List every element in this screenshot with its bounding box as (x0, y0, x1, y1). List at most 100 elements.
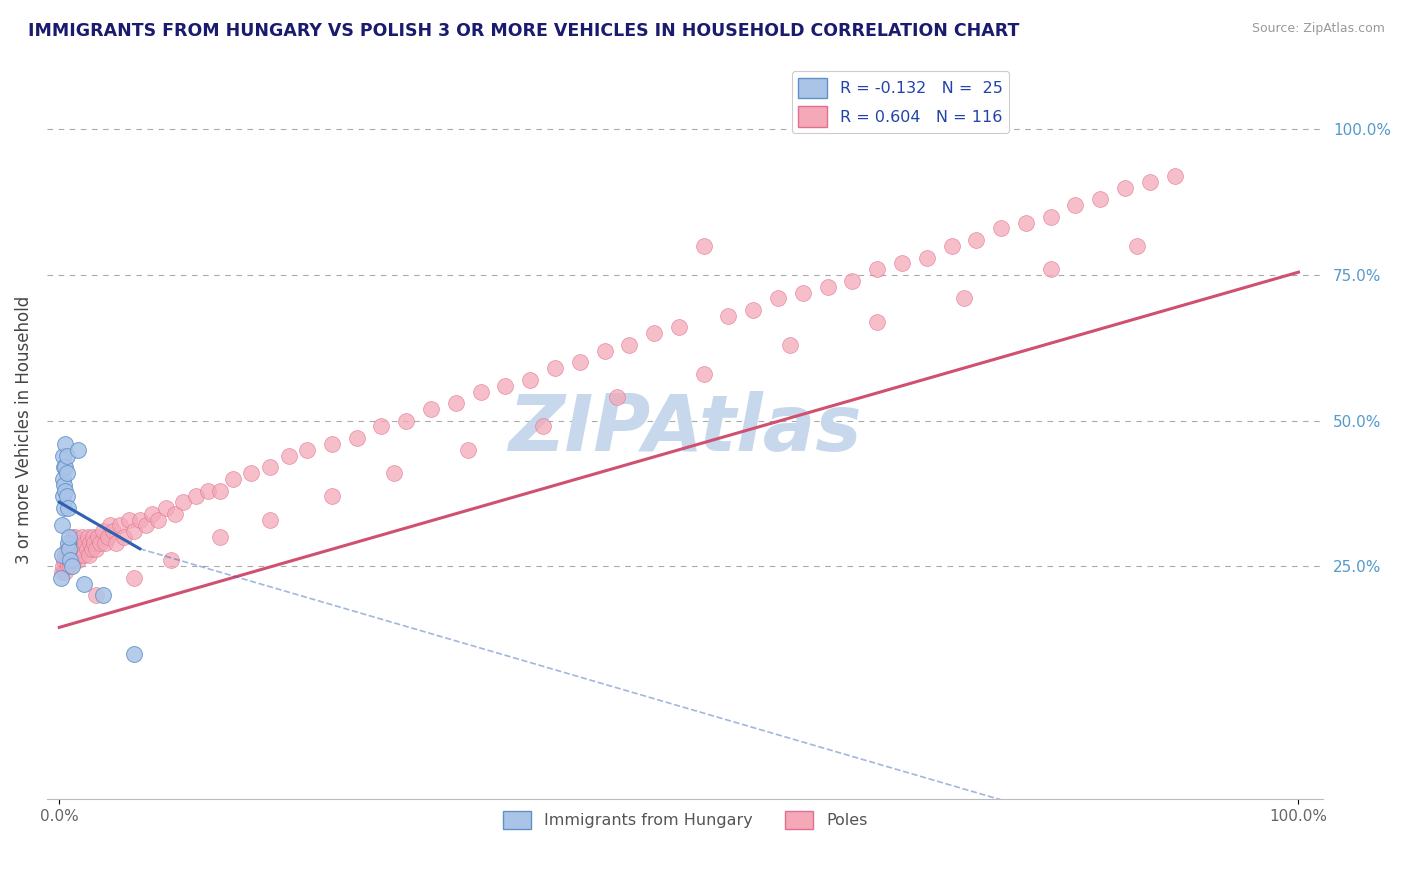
Point (141, 507, 163, 521)
Point (717, 309, 740, 323)
Point (51, 518, 73, 533)
Point (742, 303, 765, 318)
Point (890, 256, 912, 270)
Point (105, 536, 128, 550)
Point (89, 536, 111, 550)
Point (568, 355, 591, 369)
Point (866, 262, 889, 277)
Point (277, 449, 299, 463)
Point (370, 419, 392, 434)
Point (60, 559, 83, 574)
Point (346, 431, 368, 445)
Point (52, 559, 75, 574)
Point (259, 513, 281, 527)
Point (1039, 262, 1062, 277)
Point (97, 530, 120, 544)
Point (69, 541, 91, 556)
Point (295, 442, 318, 457)
Point (259, 460, 281, 475)
Point (941, 239, 963, 253)
Point (321, 437, 343, 451)
Point (58, 541, 80, 556)
Point (66, 541, 89, 556)
Point (55, 489, 77, 503)
Point (108, 518, 131, 533)
Point (792, 285, 814, 300)
Point (619, 338, 641, 352)
Point (643, 326, 665, 341)
Point (86, 530, 108, 544)
Point (55, 466, 77, 480)
Point (122, 571, 145, 585)
Point (58, 553, 80, 567)
Point (73, 548, 96, 562)
Point (79, 536, 101, 550)
Point (83, 536, 105, 550)
Point (91, 524, 114, 539)
Point (148, 513, 170, 527)
Point (55, 449, 77, 463)
Point (163, 507, 186, 521)
Point (76, 530, 98, 544)
Point (55, 565, 77, 579)
Point (52, 472, 75, 486)
Point (155, 501, 177, 516)
Point (1015, 216, 1038, 230)
Point (82, 530, 104, 544)
Point (66, 553, 89, 567)
Point (222, 472, 245, 486)
Point (51, 548, 73, 562)
Point (184, 489, 207, 503)
Point (86, 588, 108, 602)
Point (128, 513, 150, 527)
Point (953, 291, 976, 305)
Point (172, 495, 194, 509)
Point (1163, 169, 1185, 183)
Point (60, 553, 83, 567)
Point (101, 524, 124, 539)
Point (990, 221, 1012, 235)
Point (55, 553, 77, 567)
Point (73, 576, 96, 591)
Point (779, 338, 801, 352)
Point (59, 548, 82, 562)
Point (444, 396, 467, 410)
Point (86, 541, 108, 556)
Point (112, 530, 135, 544)
Point (866, 315, 889, 329)
Point (55, 483, 77, 498)
Point (420, 402, 443, 417)
Point (56, 501, 79, 516)
Point (75, 536, 97, 550)
Point (55, 460, 77, 475)
Point (209, 530, 232, 544)
Point (53, 460, 76, 475)
Point (80, 541, 103, 556)
Point (63, 541, 86, 556)
Point (519, 373, 541, 387)
Point (766, 291, 789, 305)
Point (382, 466, 405, 480)
Text: Source: ZipAtlas.com: Source: ZipAtlas.com (1251, 22, 1385, 36)
Point (58, 541, 80, 556)
Point (53, 501, 76, 516)
Point (91, 588, 114, 602)
Point (544, 361, 567, 376)
Point (965, 233, 987, 247)
Point (692, 239, 714, 253)
Point (52, 489, 75, 503)
Point (1064, 198, 1087, 212)
Point (72, 541, 94, 556)
Point (668, 320, 690, 334)
Point (209, 483, 232, 498)
Point (55, 548, 77, 562)
Point (56, 548, 79, 562)
Point (122, 524, 145, 539)
Point (65, 548, 87, 562)
Point (1139, 175, 1161, 189)
Point (55, 437, 77, 451)
Point (63, 553, 86, 567)
Point (56, 536, 79, 550)
Point (66, 536, 89, 550)
Point (70, 530, 93, 544)
